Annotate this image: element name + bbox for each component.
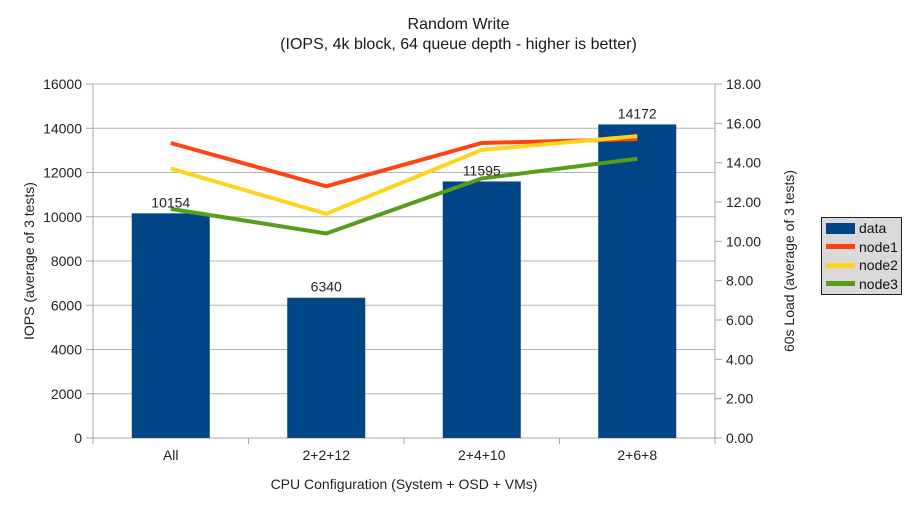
x-category-label: 2+6+8 [617, 447, 657, 463]
bar-2+2+12 [287, 297, 366, 438]
left-axis-tick-label: 6000 [51, 297, 82, 313]
left-axis-tick-label: 12000 [43, 165, 82, 181]
left-axis-tick-label: 14000 [43, 120, 82, 136]
legend-label-data: data [859, 220, 887, 237]
x-category-label: 2+4+10 [458, 447, 506, 463]
legend-label-node3: node3 [859, 275, 898, 292]
bar-data-label: 11595 [463, 162, 501, 178]
right-axis-tick-label: 18.00 [726, 76, 761, 92]
chart-title: Random Write [407, 16, 510, 33]
right-axis-tick-label: 10.00 [726, 233, 761, 249]
x-category-label: All [163, 447, 179, 463]
left-axis-tick-label: 10000 [43, 209, 82, 225]
legend-label-node1: node1 [859, 238, 898, 255]
bar-data-label: 6340 [311, 279, 342, 295]
legend-entry-node2: node2 [826, 257, 901, 273]
right-axis-tick-label: 6.00 [726, 312, 753, 328]
chart-title-block: Random Write (IOPS, 4k block, 64 queue d… [10, 15, 907, 55]
legend-swatch-node2-line [826, 262, 855, 268]
line-node2 [170, 134, 638, 216]
line-node3 [170, 156, 638, 236]
legend: data node1 node2 node3 [821, 217, 902, 295]
right-axis-tick-label: 4.00 [726, 351, 753, 367]
left-axis-tick-label: 8000 [51, 253, 82, 269]
x-axis-title: CPU Configuration (System + OSD + VMs) [270, 476, 538, 492]
bar-All [131, 213, 210, 438]
bar-data-label: 14172 [618, 105, 657, 121]
bar-2+6+8 [598, 124, 677, 438]
left-axis-tick-label: 4000 [51, 342, 82, 358]
right-axis-tick-label: 12.00 [726, 194, 761, 210]
legend-label-node2: node2 [859, 257, 898, 274]
right-axis-title: 60s Load (average of 3 tests) [781, 169, 797, 353]
right-axis-tick-label: 0.00 [726, 430, 753, 446]
bar-data-label: 10154 [151, 194, 190, 210]
left-axis-title: IOPS (average of 3 tests) [21, 182, 37, 340]
bar-2+4+10 [442, 181, 521, 438]
legend-entry-data: data [826, 220, 901, 236]
chart-subtitle: (IOPS, 4k block, 64 queue depth - higher… [280, 36, 637, 53]
legend-swatch-node3-line [826, 281, 855, 287]
legend-swatch-data-rect [826, 222, 855, 234]
left-axis-tick-label: 2000 [51, 386, 82, 402]
right-axis-tick-label: 8.00 [726, 273, 753, 289]
left-axis-tick-label: 0 [74, 430, 82, 446]
legend-entry-node1: node1 [826, 239, 901, 255]
legend-swatch-node1-line [826, 244, 855, 250]
line-node1 [170, 137, 638, 189]
legend-entry-node3: node3 [826, 276, 901, 292]
right-axis-tick-label: 2.00 [726, 391, 753, 407]
right-axis-tick-label: 16.00 [726, 115, 761, 131]
x-category-label: 2+2+12 [303, 447, 351, 463]
right-axis-tick-label: 14.00 [726, 155, 761, 171]
left-axis-tick-label: 16000 [43, 76, 82, 92]
